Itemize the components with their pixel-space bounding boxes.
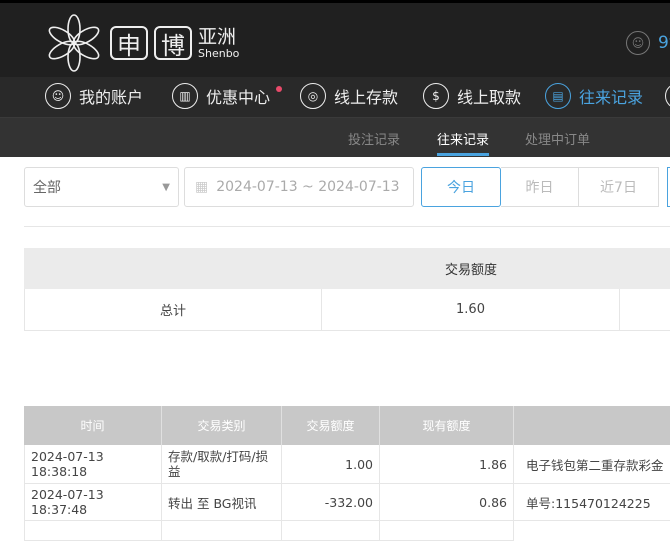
date-range-value: 2024-07-13 ~ 2024-07-13	[216, 179, 400, 195]
row1-type: 存款/取款/打码/损益	[162, 445, 282, 484]
col-time: 时间	[24, 406, 162, 445]
logo[interactable]: 申 博 亚洲 Shenbo	[44, 13, 239, 73]
row2-type: 转出 至 BG视讯	[162, 484, 282, 521]
logo-en: Shenbo	[198, 46, 240, 60]
type-select[interactable]: 全部 ▼	[24, 167, 179, 207]
row2-note: 单号:115470124225	[514, 484, 670, 521]
col-amount: 交易额度	[282, 406, 380, 445]
nav-my-account[interactable]: ☺ 我的账户	[45, 83, 143, 109]
more-icon	[665, 83, 670, 109]
row2-amount: -332.00	[282, 484, 380, 521]
summary-header-label: 交易额度	[444, 263, 497, 278]
user-icon: ☺	[45, 83, 71, 109]
tab-bet-records[interactable]: 投注记录	[348, 133, 401, 148]
nav-label: 我的账户	[79, 88, 144, 107]
row1-note: 电子钱包第二重存款彩金	[514, 445, 670, 484]
divider	[24, 226, 670, 227]
tab-pending-orders[interactable]: 处理中订单	[525, 133, 591, 148]
date-range-input[interactable]: ▦ 2024-07-13 ~ 2024-07-13	[184, 167, 414, 207]
col-balance: 现有额度	[380, 406, 514, 445]
row2-balance: 0.86	[380, 484, 514, 521]
yesterday-button[interactable]: 昨日	[501, 167, 579, 207]
top-header: 申 博 亚洲 Shenbo ☺ 9y	[0, 0, 670, 77]
nav-withdraw[interactable]: $ 线上取款	[423, 83, 521, 109]
summary-header	[24, 248, 670, 289]
last-7-days-button[interactable]: 近7日	[579, 167, 659, 207]
nav-promotions[interactable]: ▥ 优惠中心	[172, 83, 283, 109]
row1-amount: 1.00	[282, 445, 380, 484]
flower-logo-icon	[48, 14, 100, 72]
summary-total-value: 1.60	[322, 289, 620, 331]
logo-char: 申	[110, 26, 148, 60]
type-value: 全部	[33, 180, 61, 196]
username: 9y	[658, 33, 670, 53]
row3-cell	[162, 521, 282, 541]
row2-time: 2024-07-13 18:37:48	[24, 484, 162, 521]
notification-dot	[276, 86, 283, 92]
tab-transaction-records[interactable]: 往来记录	[437, 129, 490, 156]
today-button[interactable]: 今日	[421, 167, 501, 207]
row1-balance: 1.86	[380, 445, 514, 484]
summary-total-label: 总计	[24, 289, 322, 331]
user-menu[interactable]: ☺ 9y	[626, 31, 670, 55]
calendar-icon: ▦	[195, 179, 209, 195]
col-note	[514, 406, 670, 445]
sub-tabs: 投注记录 往来记录 处理中订单	[0, 118, 670, 157]
nav-label: 线上取款	[457, 88, 522, 107]
deposit-icon: ◎	[300, 83, 326, 109]
nav-records[interactable]: ▤ 往来记录	[545, 83, 643, 109]
col-type: 交易类别	[162, 406, 282, 445]
row3-cell	[282, 521, 380, 541]
row1-time: 2024-07-13 18:38:18	[24, 445, 162, 484]
main-nav: ☺ 我的账户 ▥ 优惠中心 ◎ 线上存款 $ 线上取款 ▤ 往来记录	[0, 77, 670, 118]
nav-label: 线上存款	[334, 88, 399, 107]
logo-char: 博	[154, 26, 192, 60]
summary-cell	[620, 289, 670, 331]
nav-more[interactable]	[665, 83, 670, 109]
row3-cell	[24, 521, 162, 541]
withdraw-icon: $	[423, 83, 449, 109]
record-icon: ▤	[545, 83, 571, 109]
search-button[interactable]	[667, 167, 670, 207]
gift-icon: ▥	[172, 83, 198, 109]
nav-label: 往来记录	[579, 88, 644, 107]
caret-down-icon: ▼	[162, 181, 170, 193]
nav-deposit[interactable]: ◎ 线上存款	[300, 83, 398, 109]
logo-cn: 亚洲	[198, 25, 237, 48]
user-icon: ☺	[626, 31, 650, 55]
nav-label: 优惠中心	[206, 88, 271, 107]
row3-cell	[380, 521, 514, 541]
